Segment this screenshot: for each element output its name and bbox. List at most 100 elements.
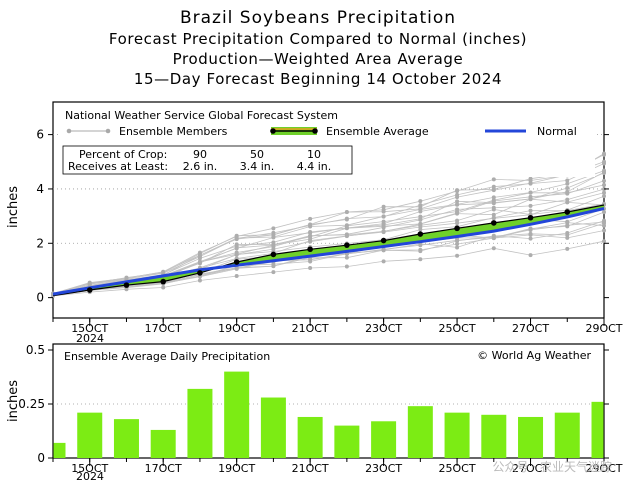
ensemble-member-point — [308, 233, 313, 238]
crop-pct-10: 10 — [307, 148, 321, 161]
ensemble-average-point — [454, 225, 460, 232]
ensemble-member-point — [418, 199, 423, 204]
bottom-x-tick-label: 23OCT — [365, 462, 402, 475]
crop-amt-90: 2.6 in. — [183, 160, 218, 173]
ensemble-member-point — [491, 188, 496, 193]
ensemble-member-point — [602, 183, 606, 188]
ensemble-member-line — [52, 153, 605, 294]
ensemble-member-point — [308, 224, 313, 229]
daily-bar — [77, 412, 103, 458]
ensemble-member-point — [418, 249, 423, 254]
ensemble-member-point — [455, 202, 460, 207]
ensemble-average-point — [344, 242, 350, 248]
crop-pct-50: 50 — [250, 148, 264, 161]
daily-bar — [150, 429, 176, 458]
bottom-x-tick-label: 29OCT — [585, 462, 622, 475]
chart-title: Brazil Soybeans Precipitation — [179, 8, 457, 28]
cumulative-panel: 0 2 4 6 15OCT 17OCT 19OCT 21OCT 23OCT 25OCT 27OCT… — [6, 101, 623, 345]
ensemble-member-point — [455, 189, 460, 194]
ensemble-member-point — [455, 221, 460, 226]
ensemble-member-point — [491, 177, 496, 182]
ensemble-member-point — [234, 242, 239, 247]
normal-line — [52, 207, 605, 296]
ensemble-member-point — [491, 215, 496, 220]
chart-subtitle-2: Production—Weighted Area Average — [172, 50, 464, 68]
ensemble-member-point — [491, 212, 496, 217]
ensemble-member-point — [197, 253, 202, 258]
bottom-x-tick-label: 25OCT — [439, 462, 476, 475]
crop-table-box — [62, 145, 353, 175]
ensemble-member-point — [565, 232, 570, 237]
watermark: 公众号 · 农业天气迷踪 — [493, 459, 612, 474]
ensemble-member-point — [602, 223, 606, 228]
ensemble-member-point — [271, 226, 276, 231]
bottom-header-bg — [58, 348, 601, 364]
ensemble-member-point — [602, 194, 606, 199]
top-x-tick-label: 21OCT — [292, 322, 329, 335]
top-x-tick-label: 25OCT — [439, 322, 476, 335]
ensemble-member-point — [528, 190, 533, 195]
ensemble-average-point — [564, 209, 571, 215]
bottom-panel-title: Ensemble Average Daily Precipitation — [64, 350, 270, 363]
ensemble-member-point — [565, 200, 570, 205]
ensemble-member-point — [308, 230, 313, 235]
ensemble-member-point — [381, 229, 386, 234]
ensemble-member-line — [52, 170, 605, 295]
chart-subtitle-3: 15—Day Forecast Beginning 14 October 202… — [133, 70, 503, 88]
top-x-tick-label: 29OCT — [585, 322, 622, 335]
bottom-y-tick-label: 0 — [37, 451, 45, 465]
ensemble-member-point — [308, 257, 313, 262]
top-year-label: 2024 — [76, 332, 104, 345]
ensemble-member-point — [528, 203, 533, 208]
ensemble-member-point — [565, 178, 570, 183]
ensemble-average-point — [233, 259, 240, 265]
legend-members-label: Ensemble Members — [119, 125, 228, 138]
ensemble-member-point — [308, 216, 313, 221]
ensemble-member-point — [381, 259, 386, 264]
ensemble-average-point — [491, 220, 497, 226]
ensemble-member-point — [418, 214, 423, 219]
daily-bar — [554, 412, 580, 458]
ensemble-member-point — [234, 274, 239, 279]
ensemble-member-point — [197, 256, 202, 261]
daily-panel: 0 0.25 0.5 15OCT 17OCT 19OCT 21OCT 23OCT 25OCT 2… — [6, 343, 623, 483]
ensemble-member-point — [455, 238, 460, 243]
ensemble-member-point — [528, 178, 533, 183]
daily-bar — [260, 397, 286, 458]
ensemble-member-point — [528, 227, 533, 232]
ensemble-member-point — [602, 178, 606, 183]
top-x-axis: 15OCT 17OCT 19OCT 21OCT 23OCT 25OCT 27OCT 29OCT — [52, 318, 623, 335]
daily-bar — [187, 388, 213, 458]
bottom-y-axis-label: inches — [6, 380, 21, 422]
ensemble-member-point — [418, 227, 423, 232]
ensemble-member-point — [234, 236, 239, 241]
daily-bar — [444, 412, 470, 458]
ensemble-member-point — [565, 220, 570, 225]
ensemble-member-point — [344, 255, 349, 260]
ensemble-member-point — [234, 246, 239, 251]
top-y-tick-label: 6 — [36, 128, 44, 142]
legend-members-dot-left — [66, 128, 72, 134]
ensemble-member-point — [602, 239, 606, 244]
ensemble-member-point — [565, 246, 570, 251]
ensemble-member-point — [344, 223, 349, 228]
ensemble-average-point — [123, 282, 130, 288]
top-y-axis: 0 2 4 6 — [36, 128, 609, 305]
ensemble-member-point — [381, 204, 386, 209]
ensemble-member-point — [565, 189, 570, 194]
top-y-tick-label: 4 — [36, 182, 44, 196]
ensemble-member-line — [52, 240, 605, 297]
daily-bar — [113, 419, 139, 458]
ensemble-member-point — [491, 246, 496, 251]
ensemble-average-point — [86, 287, 93, 293]
ensemble-member-point — [234, 266, 239, 271]
ensemble-member-point — [491, 198, 496, 203]
ensemble-member-point — [602, 210, 606, 215]
daily-bars — [53, 371, 604, 458]
ensemble-member-point — [565, 235, 570, 240]
ensemble-member-point — [381, 248, 386, 253]
ensemble-average-band — [53, 205, 604, 296]
ensemble-member-point — [528, 196, 533, 201]
top-x-tick-label: 17OCT — [145, 322, 182, 335]
